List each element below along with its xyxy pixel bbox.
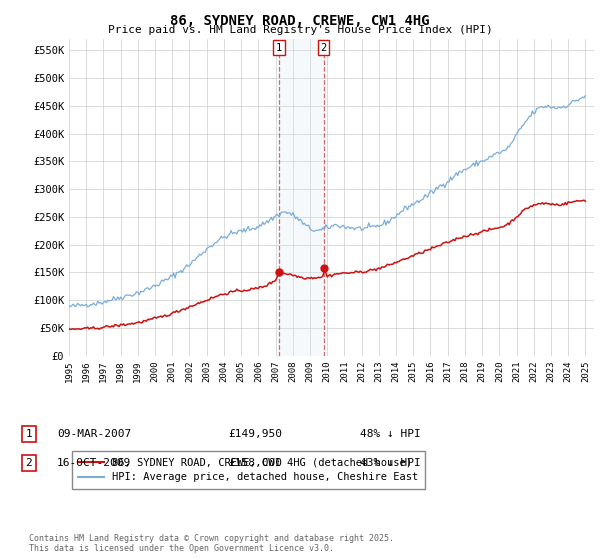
Text: 16-OCT-2009: 16-OCT-2009 [57,458,131,468]
Text: 2: 2 [25,458,32,468]
Text: £158,000: £158,000 [228,458,282,468]
Legend: 86, SYDNEY ROAD, CREWE, CW1 4HG (detached house), HPI: Average price, detached h: 86, SYDNEY ROAD, CREWE, CW1 4HG (detache… [71,451,425,489]
Text: 1: 1 [276,43,282,53]
Text: Contains HM Land Registry data © Crown copyright and database right 2025.
This d: Contains HM Land Registry data © Crown c… [29,534,394,553]
Text: 48% ↓ HPI: 48% ↓ HPI [360,429,421,439]
Text: 2: 2 [320,43,327,53]
Text: 43% ↓ HPI: 43% ↓ HPI [360,458,421,468]
Text: £149,950: £149,950 [228,429,282,439]
Text: 86, SYDNEY ROAD, CREWE, CW1 4HG: 86, SYDNEY ROAD, CREWE, CW1 4HG [170,14,430,28]
Text: 1: 1 [25,429,32,439]
Text: Price paid vs. HM Land Registry's House Price Index (HPI): Price paid vs. HM Land Registry's House … [107,25,493,35]
Text: 09-MAR-2007: 09-MAR-2007 [57,429,131,439]
Bar [279,39,323,356]
